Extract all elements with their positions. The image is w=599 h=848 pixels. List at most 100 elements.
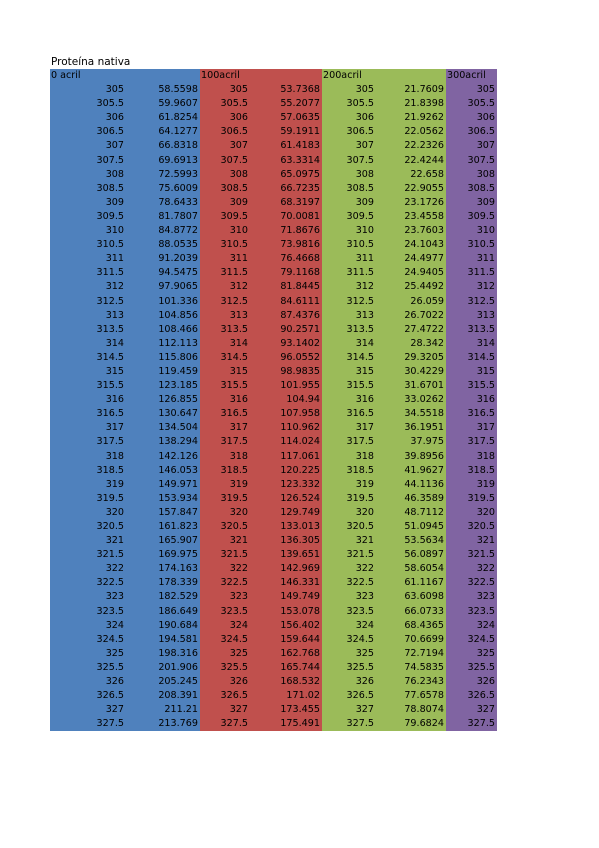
col-200acril-x-cell[interactable]: 315 bbox=[322, 364, 376, 380]
col-100acril-y-cell[interactable]: 68.3197 bbox=[250, 195, 322, 210]
col-200acril-x-cell[interactable]: 306.5 bbox=[322, 125, 376, 140]
col-0acril-x-cell[interactable]: 326 bbox=[50, 675, 126, 690]
col-100acril-y-cell[interactable]: 117.061 bbox=[250, 449, 322, 464]
col-100acril-x-cell[interactable]: 313.5 bbox=[200, 322, 250, 337]
col-0acril-y-cell[interactable]: 178.339 bbox=[126, 576, 200, 591]
col-0acril-y-cell[interactable]: 146.053 bbox=[126, 463, 200, 478]
col-100acril-x-cell[interactable]: 307.5 bbox=[200, 153, 250, 168]
col-100acril-x-cell[interactable]: 314.5 bbox=[200, 350, 250, 365]
col-100acril-y-cell[interactable]: 146.331 bbox=[250, 576, 322, 591]
col-300acril-x-cell[interactable]: 313.5 bbox=[446, 322, 497, 337]
col-300acril-x-cell[interactable]: 324.5 bbox=[446, 632, 497, 647]
col-200acril-y-cell[interactable]: 26.7022 bbox=[376, 308, 446, 323]
col-0acril-y-cell[interactable]: 72.5993 bbox=[126, 167, 200, 182]
col-100acril-x-cell[interactable]: 322.5 bbox=[200, 576, 250, 591]
col-100acril-x-cell[interactable]: 309.5 bbox=[200, 209, 250, 225]
col-200acril-x-cell[interactable]: 326.5 bbox=[322, 689, 376, 704]
col-0acril-x-cell[interactable]: 313.5 bbox=[50, 322, 126, 337]
col-100acril-y-cell[interactable]: 129.749 bbox=[250, 505, 322, 520]
col-200acril-y-cell[interactable]: 28.342 bbox=[376, 336, 446, 351]
col-100acril-x-cell[interactable]: 308 bbox=[200, 167, 250, 182]
col-100acril-x-cell[interactable]: 322 bbox=[200, 562, 250, 577]
col-0acril-y-cell[interactable]: 88.0535 bbox=[126, 238, 200, 253]
col-100acril-y-cell[interactable]: 123.332 bbox=[250, 477, 322, 492]
col-0acril-y-cell[interactable]: 198.316 bbox=[126, 646, 200, 661]
col-200acril-x-cell[interactable]: 308.5 bbox=[322, 181, 376, 196]
col-300acril-x-cell[interactable]: 325 bbox=[446, 646, 497, 661]
col-0acril-y-cell[interactable]: 75.6009 bbox=[126, 181, 200, 196]
col-300acril-x-cell[interactable]: 317.5 bbox=[446, 435, 497, 450]
col-0acril-x-cell[interactable]: 323.5 bbox=[50, 604, 126, 619]
col-0acril-x-cell[interactable]: 325 bbox=[50, 646, 126, 661]
col-100acril-x-cell[interactable]: 321.5 bbox=[200, 548, 250, 563]
col-0acril-y-cell[interactable]: 169.975 bbox=[126, 548, 200, 563]
col-300acril-x-cell[interactable]: 310.5 bbox=[446, 238, 497, 253]
col-100acril-x-cell[interactable]: 317.5 bbox=[200, 435, 250, 450]
col-0acril-x-cell[interactable]: 307 bbox=[50, 139, 126, 154]
col-200acril-y-cell[interactable]: 61.1167 bbox=[376, 576, 446, 591]
col-0acril-y-cell[interactable]: 138.294 bbox=[126, 435, 200, 450]
col-200acril-y-cell[interactable]: 22.2326 bbox=[376, 139, 446, 154]
col-200acril-y-cell[interactable]: 22.9055 bbox=[376, 181, 446, 196]
col-0acril-x-cell[interactable]: 312.5 bbox=[50, 294, 126, 309]
col-0acril-x-cell[interactable]: 321 bbox=[50, 534, 126, 549]
col-200acril-x-cell[interactable]: 326 bbox=[322, 675, 376, 690]
col-100acril-y-cell[interactable]: 142.969 bbox=[250, 562, 322, 577]
col-0acril-y-cell[interactable]: 101.336 bbox=[126, 294, 200, 309]
col-100acril-y-cell[interactable]: 153.078 bbox=[250, 604, 322, 619]
col-0acril-x-cell[interactable]: 316 bbox=[50, 393, 126, 408]
col-0acril-x-cell[interactable]: 314 bbox=[50, 336, 126, 351]
col-300acril-x-cell[interactable]: 313 bbox=[446, 308, 497, 323]
col-0acril-x-cell[interactable]: 307.5 bbox=[50, 153, 126, 168]
col-200acril-x-cell[interactable]: 320 bbox=[322, 505, 376, 520]
col-300acril-x-cell[interactable]: 309.5 bbox=[446, 209, 497, 225]
col-200acril-x-cell[interactable]: 327 bbox=[322, 703, 376, 718]
col-0acril-y-cell[interactable]: 61.8254 bbox=[126, 111, 200, 126]
col-100acril-y-cell[interactable]: 53.7368 bbox=[250, 83, 322, 98]
col-0acril-y-cell[interactable]: 97.9065 bbox=[126, 280, 200, 295]
col-0acril-x-cell[interactable]: 305.5 bbox=[50, 97, 126, 112]
col-100acril-y-cell[interactable]: 159.644 bbox=[250, 632, 322, 647]
col-100acril-x-cell[interactable]: 315.5 bbox=[200, 379, 250, 394]
col-0acril-y-cell[interactable]: 142.126 bbox=[126, 449, 200, 464]
col-0acril-y-cell[interactable]: 157.847 bbox=[126, 505, 200, 520]
col-0acril-x-cell[interactable]: 322 bbox=[50, 562, 126, 577]
col-200acril-y-cell[interactable]: 26.059 bbox=[376, 294, 446, 309]
col-300acril-x-cell[interactable]: 319 bbox=[446, 477, 497, 492]
col-0acril-y-cell[interactable]: 112.113 bbox=[126, 336, 200, 351]
col-0acril-y-cell[interactable]: 186.649 bbox=[126, 604, 200, 619]
col-0acril-y-cell[interactable]: 213.769 bbox=[126, 717, 200, 732]
col-200acril-y-cell[interactable]: 24.1043 bbox=[376, 238, 446, 253]
header-cell[interactable]: 300acril bbox=[446, 69, 497, 84]
col-300acril-x-cell[interactable]: 324 bbox=[446, 618, 497, 633]
col-300acril-x-cell[interactable]: 306.5 bbox=[446, 125, 497, 140]
col-300acril-x-cell[interactable]: 307.5 bbox=[446, 153, 497, 168]
col-200acril-y-cell[interactable]: 79.6824 bbox=[376, 717, 446, 732]
col-200acril-x-cell[interactable]: 309.5 bbox=[322, 209, 376, 225]
col-0acril-y-cell[interactable]: 59.9607 bbox=[126, 97, 200, 112]
col-0acril-y-cell[interactable]: 153.934 bbox=[126, 491, 200, 506]
col-0acril-y-cell[interactable]: 211.21 bbox=[126, 703, 200, 718]
col-100acril-x-cell[interactable]: 324.5 bbox=[200, 632, 250, 647]
col-200acril-x-cell[interactable]: 325.5 bbox=[322, 660, 376, 676]
header-cell[interactable] bbox=[250, 69, 322, 84]
col-0acril-y-cell[interactable]: 69.6913 bbox=[126, 153, 200, 168]
col-200acril-y-cell[interactable]: 51.0945 bbox=[376, 520, 446, 535]
col-300acril-x-cell[interactable]: 307 bbox=[446, 139, 497, 154]
col-200acril-x-cell[interactable]: 306 bbox=[322, 111, 376, 126]
col-300acril-x-cell[interactable]: 310 bbox=[446, 224, 497, 239]
col-200acril-x-cell[interactable]: 305.5 bbox=[322, 97, 376, 112]
col-100acril-y-cell[interactable]: 96.0552 bbox=[250, 350, 322, 365]
col-100acril-x-cell[interactable]: 310 bbox=[200, 224, 250, 239]
col-200acril-y-cell[interactable]: 44.1136 bbox=[376, 477, 446, 492]
col-300acril-x-cell[interactable]: 325.5 bbox=[446, 660, 497, 676]
col-300acril-x-cell[interactable]: 314 bbox=[446, 336, 497, 351]
col-300acril-x-cell[interactable]: 326.5 bbox=[446, 689, 497, 704]
col-100acril-x-cell[interactable]: 320.5 bbox=[200, 520, 250, 535]
col-300acril-x-cell[interactable]: 316 bbox=[446, 393, 497, 408]
col-200acril-x-cell[interactable]: 312 bbox=[322, 280, 376, 295]
col-200acril-x-cell[interactable]: 305 bbox=[322, 83, 376, 98]
col-200acril-x-cell[interactable]: 319.5 bbox=[322, 491, 376, 506]
col-300acril-x-cell[interactable]: 322.5 bbox=[446, 576, 497, 591]
col-0acril-y-cell[interactable]: 104.856 bbox=[126, 308, 200, 323]
